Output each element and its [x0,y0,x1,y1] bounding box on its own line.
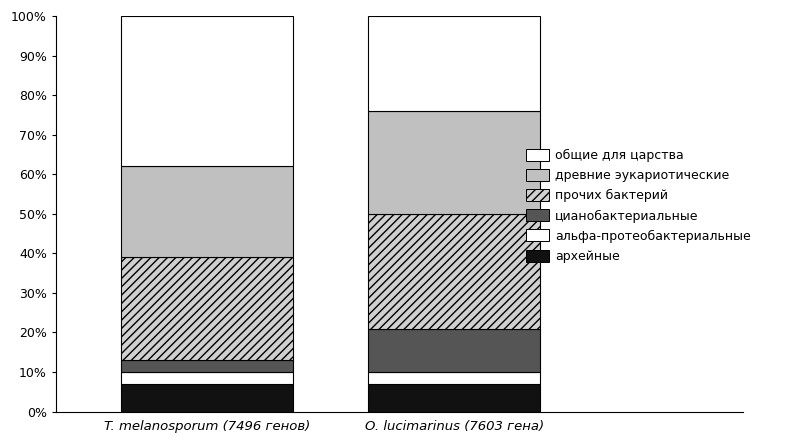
Bar [121,16,293,167]
Bar [121,372,293,384]
Bar [368,111,540,214]
Bar [121,360,293,372]
Bar [368,384,540,412]
Bar [121,166,293,258]
Bar [368,329,540,372]
Bar [121,384,293,412]
Bar [368,372,540,384]
Bar [368,16,540,111]
Legend: общие для царства, древние эукариотические, прочих бактерий, цианобактериальные,: общие для царства, древние эукариотическ… [522,145,754,266]
Bar [368,214,540,329]
Bar [121,258,293,360]
